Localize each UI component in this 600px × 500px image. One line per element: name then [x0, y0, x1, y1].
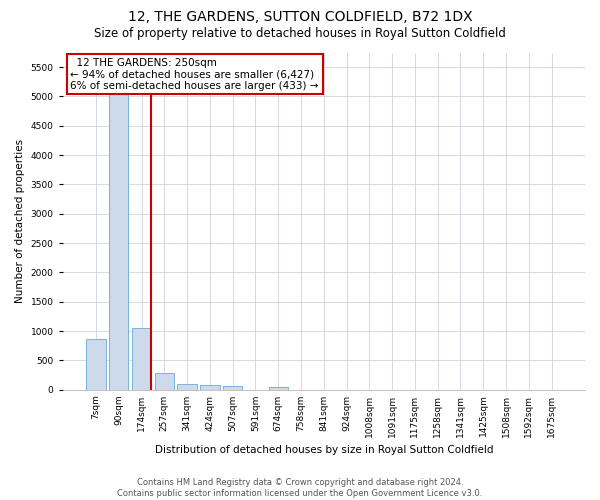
Text: 12 THE GARDENS: 250sqm  
← 94% of detached houses are smaller (6,427)
6% of semi: 12 THE GARDENS: 250sqm ← 94% of detached…	[70, 58, 319, 91]
Y-axis label: Number of detached properties: Number of detached properties	[15, 139, 25, 303]
X-axis label: Distribution of detached houses by size in Royal Sutton Coldfield: Distribution of detached houses by size …	[155, 445, 493, 455]
Bar	[155, 372, 174, 390]
Text: 12, THE GARDENS, SUTTON COLDFIELD, B72 1DX: 12, THE GARDENS, SUTTON COLDFIELD, B72 1…	[128, 10, 472, 24]
Text: Contains HM Land Registry data © Crown copyright and database right 2024.
Contai: Contains HM Land Registry data © Crown c…	[118, 478, 482, 498]
Bar	[86, 338, 106, 390]
Bar	[223, 386, 242, 390]
Bar	[178, 384, 197, 390]
Bar	[200, 385, 220, 390]
Bar	[132, 328, 151, 390]
Bar	[269, 386, 288, 390]
Bar	[109, 67, 128, 390]
Text: Size of property relative to detached houses in Royal Sutton Coldfield: Size of property relative to detached ho…	[94, 28, 506, 40]
